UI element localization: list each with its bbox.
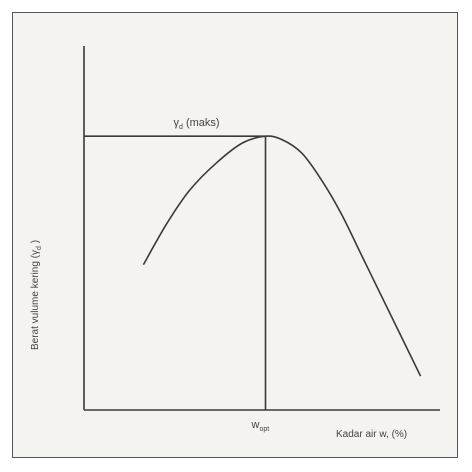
max-dry-density-label: γd (maks) (174, 117, 220, 131)
x-axis-label: Kadar air w, (%) (336, 429, 407, 440)
optimum-moisture-label: wopt (251, 419, 270, 433)
y-axis-label: Berat vulume kering (γd ) (30, 240, 43, 350)
figure-frame (12, 12, 458, 458)
compaction-curve-line (142, 135, 422, 377)
